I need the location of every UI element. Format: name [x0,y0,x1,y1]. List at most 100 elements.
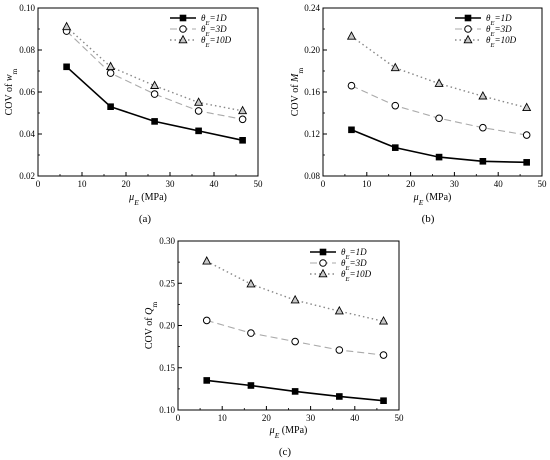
panel-label: (c) [279,446,292,458]
legend-entry-label: θE=1D [201,13,227,27]
y-tick-label: 0.30 [159,236,175,246]
panel-label: (a) [139,213,152,225]
data-point-circle [522,131,531,139]
data-point-square [336,393,343,400]
data-point-circle [347,81,356,90]
data-point-triangle [194,97,204,106]
data-point-triangle [106,61,116,71]
x-tick-label: 50 [254,179,264,189]
y-tick-label: 0.20 [159,321,175,331]
data-point-square [391,144,399,151]
x-tick-label: 40 [350,413,360,423]
series-line [351,35,527,109]
legend-marker [464,14,472,22]
x-tick-label: 0 [36,179,41,189]
data-point-triangle [390,62,400,72]
legend-marker [179,25,187,33]
legend-marker [319,248,327,256]
data-point-triangle [378,316,389,325]
x-tick-label: 50 [538,179,548,189]
y-tick-label: 0.24 [304,3,320,13]
data-point-triangle [290,294,300,304]
x-tick-label: 30 [450,179,460,189]
x-tick-label: 30 [166,179,176,189]
data-point-circle [106,69,115,77]
x-axis-label: μE (MPa) [413,192,452,207]
series-line [206,319,384,356]
panel-label: (b) [422,213,435,225]
x-tick-label: 20 [262,413,272,423]
y-tick-label: 0.10 [19,3,35,13]
data-point-square [523,159,530,166]
y-tick-label: 0.20 [304,45,320,55]
data-point-circle [435,114,443,123]
series-circle [347,81,531,139]
y-tick-label: 0.06 [19,87,35,97]
data-point-square [348,126,355,134]
legend-marker [463,34,473,44]
data-point-square [247,382,255,389]
legend-entry-label: θE=1D [486,13,512,27]
series-triangle [62,21,248,115]
x-tick-label: 0 [176,413,181,423]
data-point-triangle [62,21,72,31]
data-point-triangle [238,105,248,115]
data-point-square [479,158,487,165]
series-circle [202,316,388,359]
x-tick-label: 30 [306,413,316,423]
x-tick-label: 10 [362,179,372,189]
data-point-square [107,103,114,110]
legend-marker [179,14,187,22]
y-tick-label: 0.16 [304,87,320,97]
legend-marker [464,25,472,33]
data-point-triangle [334,305,344,315]
data-point-circle [291,337,299,346]
x-axis-label: μE (MPa) [128,192,167,207]
series-square [203,377,387,405]
legend-marker [319,259,327,267]
data-point-triangle [202,256,212,265]
data-point-triangle [150,80,160,89]
x-tick-label: 20 [406,179,416,189]
chart-panel-3: 0 10 20 30 40 50 0.10 0.15 0.20 0.25 0.30 μE (MPa) C… [144,236,404,440]
y-tick-label: 0.25 [159,278,175,288]
x-tick-label: 40 [210,179,220,189]
x-tick-label: 50 [395,413,405,423]
legend-entry-label: θE=3D [486,24,512,38]
series-line [66,66,243,142]
x-tick-label: 10 [78,179,88,189]
series-square [348,126,530,166]
x-tick-label: 40 [494,179,504,189]
data-point-circle [202,316,211,325]
series-square [63,63,246,144]
data-point-triangle [434,78,444,87]
legend-marker [178,34,188,44]
data-point-triangle [346,31,357,40]
legend-entry-label: θE=3D [201,24,227,38]
x-tick-label: 0 [321,179,326,189]
x-axis-label: μE (MPa) [269,425,308,440]
legend-entry-label: θE=10D [486,35,517,49]
data-point-triangle [478,90,488,100]
legend-marker [318,268,328,278]
y-tick-label: 0.08 [19,45,35,55]
data-point-circle [194,107,203,115]
legend-entry-label: θE=3D [341,258,367,272]
data-point-triangle [522,102,532,112]
data-point-circle [247,329,255,337]
chart-panel-2: 0 10 20 30 40 50 0.08 0.12 0.16 0.20 0.24 μE (MPa) C… [290,3,547,207]
data-point-square [151,118,158,125]
y-axis-label: COV of Qm [144,302,159,350]
legend-entry-label: θE=10D [341,269,372,283]
data-point-triangle [246,278,256,288]
chart-panel-1: 0 10 20 30 40 50 0.02 0.04 0.06 0.08 0.10 μE (MPa) C… [4,3,263,207]
y-tick-label: 0.12 [304,129,320,139]
y-tick-label: 0.15 [159,363,175,373]
data-point-square [203,377,211,384]
series-triangle [346,31,532,112]
data-point-square [239,137,246,144]
y-axis-label: COV of Mm [290,68,305,117]
series-line [351,85,527,136]
y-tick-label: 0.10 [159,405,175,415]
